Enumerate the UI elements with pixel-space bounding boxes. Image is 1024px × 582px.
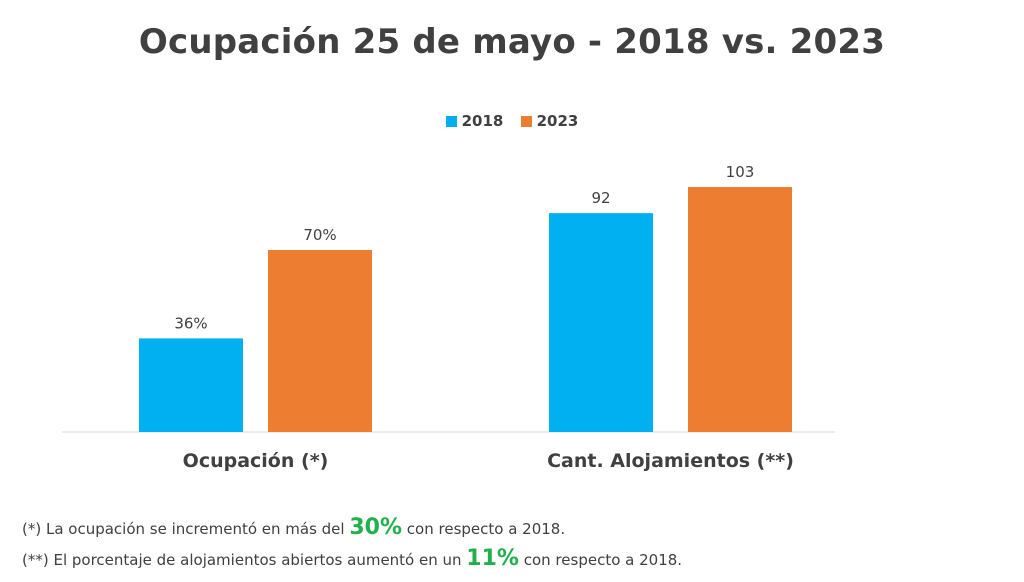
- legend-swatch-2018: [445, 115, 457, 127]
- footnote-2-highlight: 11%: [466, 546, 519, 571]
- footnote-2: (**) El porcentaje de alojamientos abier…: [22, 546, 682, 571]
- legend-item-2023: 2023: [520, 112, 579, 130]
- bar-2-2023: [688, 187, 792, 432]
- data-label-1-2023: 70%: [303, 226, 336, 244]
- footnote-1-suffix: con respecto a 2018.: [402, 520, 566, 538]
- bar-chart: 36% 70% Ocupación (*) 92 103 Cant. Alojamient…: [62, 163, 835, 472]
- chart-title: Ocupación 25 de mayo - 2018 vs. 2023: [138, 22, 886, 62]
- data-label-2-2023: 103: [726, 163, 755, 181]
- bar-1-2018: [139, 338, 243, 432]
- footnote-1-highlight: 30%: [349, 515, 403, 540]
- category-label-1: Ocupación (*): [183, 450, 329, 472]
- legend-swatch-2023: [520, 115, 532, 127]
- bar-1-2023: [268, 250, 372, 432]
- legend: 2018 2023: [0, 112, 1024, 131]
- data-label-1-2018: 36%: [174, 314, 207, 332]
- legend-item-2018: 2018: [445, 112, 504, 130]
- data-label-2-2018: 92: [591, 189, 610, 207]
- footnote-1-prefix: (*) La ocupación se incrementó en más de…: [22, 520, 350, 538]
- footnote-1: (*) La ocupación se incrementó en más de…: [22, 515, 565, 540]
- footnote-2-prefix: (**) El porcentaje de alojamientos abier…: [22, 551, 467, 569]
- legend-label-2018: 2018: [461, 112, 504, 130]
- bar-2-2018: [549, 213, 653, 432]
- legend-label-2023: 2023: [536, 112, 579, 130]
- category-label-2: Cant. Alojamientos (**): [547, 450, 794, 472]
- footnote-2-suffix: con respecto a 2018.: [518, 551, 683, 569]
